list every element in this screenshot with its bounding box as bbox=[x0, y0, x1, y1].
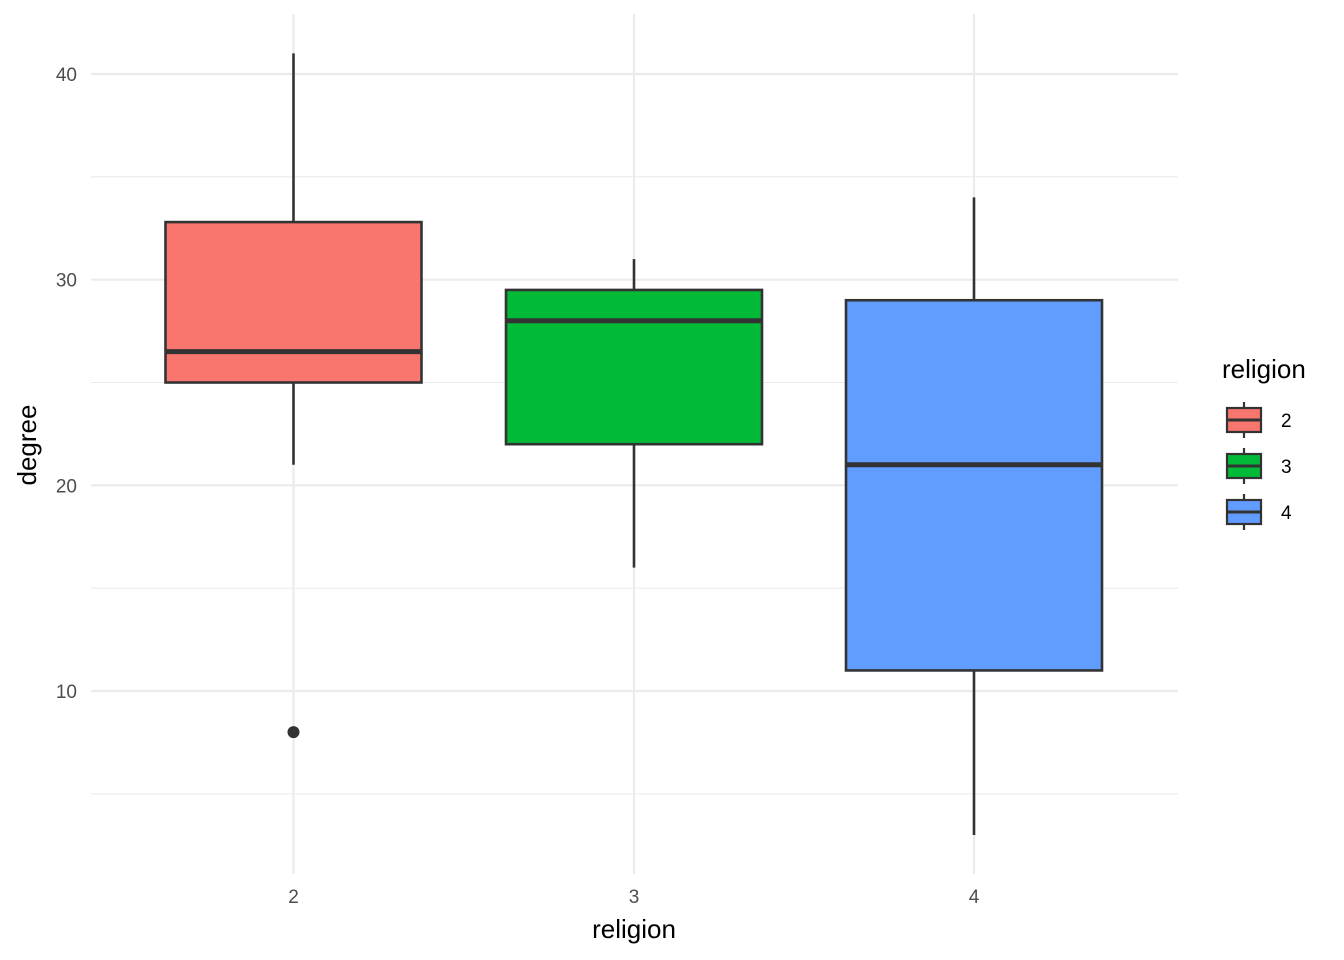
box-4 bbox=[844, 197, 1104, 835]
legend-items: 2 3 4 bbox=[1225, 402, 1292, 530]
y-axis-ticks: 10 20 30 40 bbox=[56, 65, 77, 703]
outlier-point bbox=[287, 726, 300, 739]
y-tick-label: 30 bbox=[56, 271, 77, 292]
y-tick-label: 10 bbox=[56, 682, 77, 703]
boxplot-series bbox=[164, 53, 1104, 835]
x-axis-ticks: 2 3 4 bbox=[288, 887, 980, 908]
legend-title: religion bbox=[1222, 354, 1306, 384]
legend: religion 2 3 4 bbox=[1222, 354, 1306, 530]
legend-item-2: 2 bbox=[1225, 402, 1292, 438]
legend-item-4: 4 bbox=[1225, 494, 1292, 530]
box-2 bbox=[164, 53, 423, 739]
legend-item-3: 3 bbox=[1225, 448, 1292, 484]
box-body bbox=[844, 298, 1104, 672]
box-body bbox=[504, 288, 764, 446]
y-axis-title: degree bbox=[12, 405, 42, 486]
y-tick-label: 40 bbox=[56, 65, 77, 86]
y-tick-label: 20 bbox=[56, 476, 77, 497]
x-axis-title: religion bbox=[592, 914, 676, 944]
legend-label: 2 bbox=[1281, 411, 1292, 432]
legend-label: 3 bbox=[1281, 457, 1292, 478]
x-tick-label: 4 bbox=[969, 887, 980, 908]
box-body bbox=[164, 220, 423, 384]
x-tick-label: 2 bbox=[288, 887, 299, 908]
box-3 bbox=[504, 259, 764, 568]
legend-label: 4 bbox=[1281, 503, 1292, 524]
x-tick-label: 3 bbox=[629, 887, 640, 908]
